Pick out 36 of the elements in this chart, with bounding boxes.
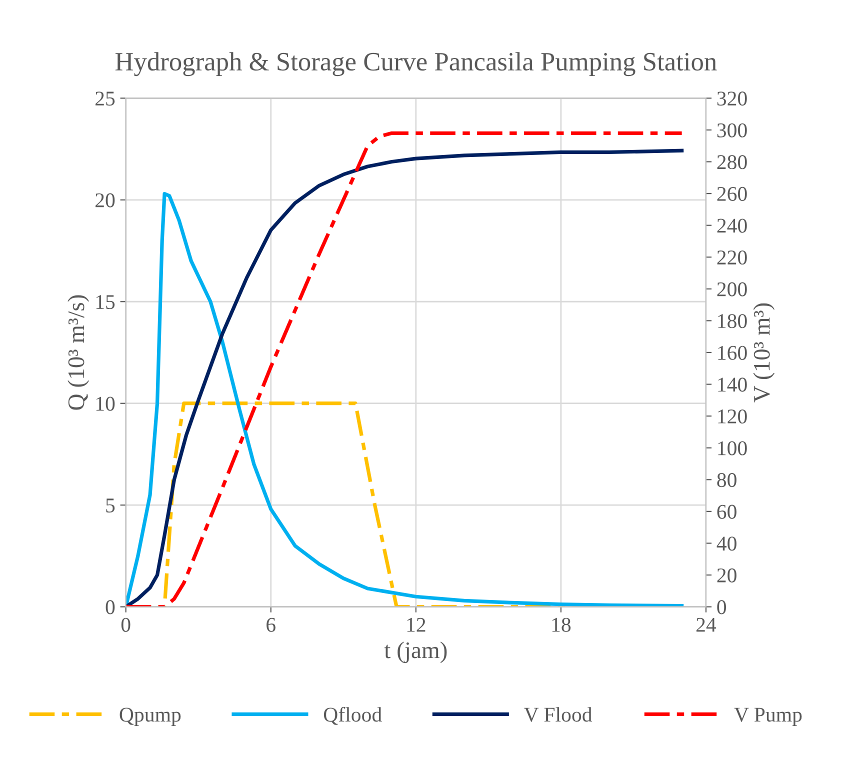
y2-axis-title: V (10³ m³) [753,303,775,402]
y2-tick-label: 240 [717,218,747,233]
y-tick-label: 5 [106,498,115,513]
y2-tick-label: 300 [717,123,747,138]
legend-label: Qpump [120,708,181,726]
y2-tick-label: 40 [716,536,736,551]
x-tick-label: 6 [266,618,276,632]
y2-tick-label: 220 [717,250,747,265]
y2-tick-label: 160 [718,346,747,360]
y2-tick-label: 140 [718,378,747,392]
x-tick-label: 24 [696,618,716,632]
legend-label: Qflood [324,706,382,725]
x-tick-label: 0 [121,618,130,632]
y2-tick-label: 100 [718,441,747,456]
y-axis-title: Q (10³ m³/s) [68,295,90,410]
y2-tick-label: 280 [717,155,747,170]
chart-title: Hydrograph & Storage Curve Pancasila Pumping Station [115,52,717,76]
y2-tick-label: 120 [718,409,747,424]
y2-tick-label: 80 [717,473,736,488]
y2-tick-label: 20 [717,568,736,582]
y-tick-label: 15 [96,295,115,310]
y-tick-label: 20 [96,193,115,208]
y-tick-label: 25 [96,92,115,106]
y2-tick-label: 260 [717,186,747,201]
y-tick-label: 0 [106,600,115,614]
y2-tick-label: 200 [717,282,747,296]
y2-tick-label: 60 [717,504,736,519]
legend-label: V Pump [734,708,802,726]
y2-tick-label: 0 [717,600,726,614]
y-tick-label: 10 [96,396,115,411]
x-tick-label: 12 [407,618,426,632]
y2-tick-label: 320 [717,92,747,106]
legend-label: V Flood [524,707,592,722]
y2-tick-label: 180 [718,314,747,328]
x-tick-label: 18 [552,618,571,632]
x-axis-title: t (jam) [384,642,447,664]
